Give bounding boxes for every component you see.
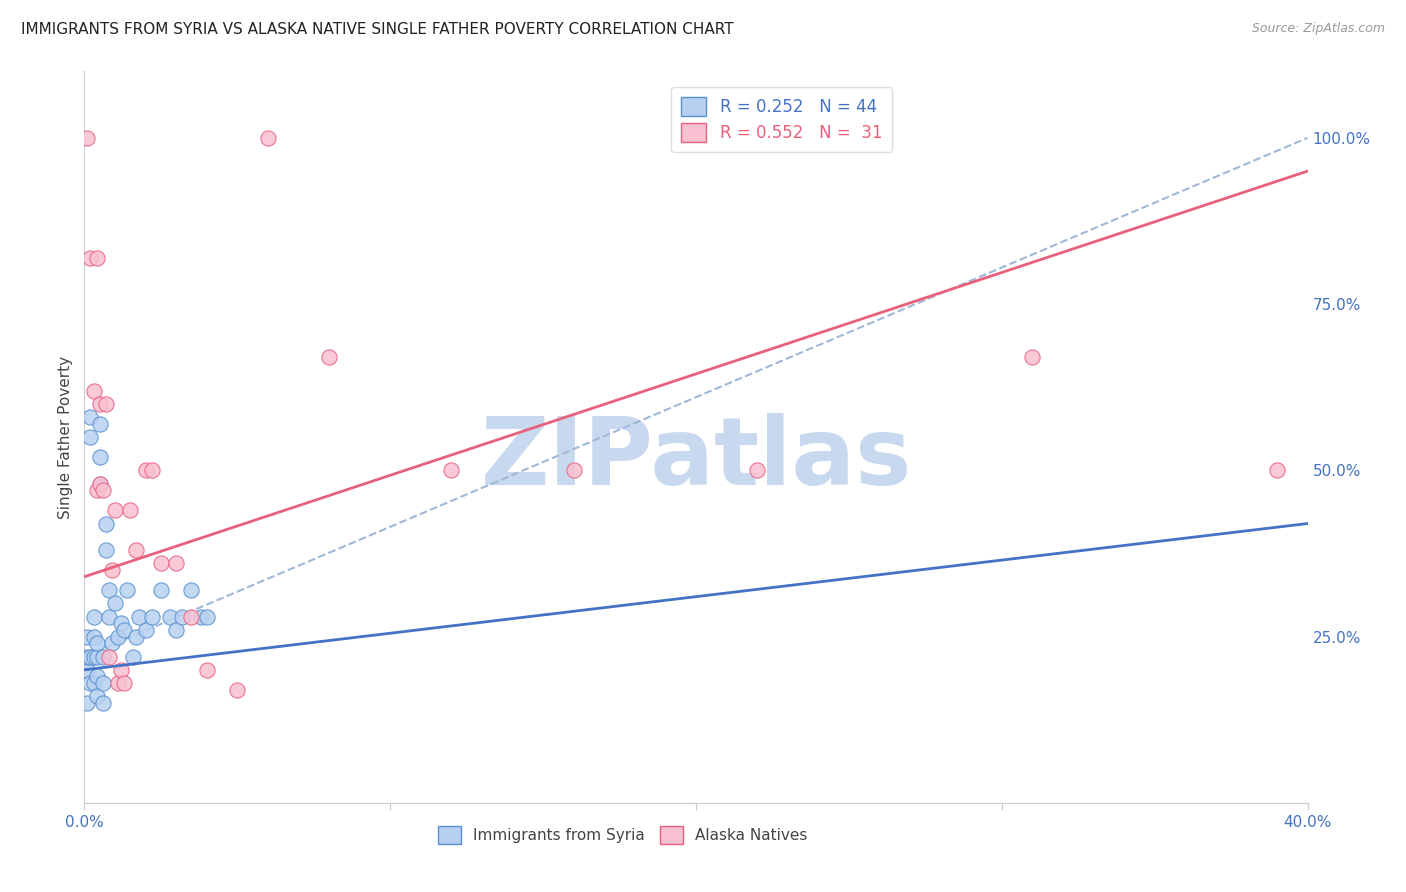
Point bbox=[120, 503, 142, 517]
Point bbox=[165, 623, 187, 637]
Point bbox=[86, 251, 108, 265]
Point bbox=[83, 384, 105, 398]
Point bbox=[101, 636, 124, 650]
Point bbox=[76, 649, 98, 664]
Point bbox=[91, 696, 114, 710]
Point bbox=[89, 397, 111, 411]
Point bbox=[94, 516, 117, 531]
Point bbox=[149, 557, 172, 571]
Point bbox=[79, 649, 101, 664]
Point bbox=[125, 543, 148, 558]
Point bbox=[89, 476, 111, 491]
Point bbox=[83, 649, 105, 664]
Point bbox=[112, 623, 135, 637]
Text: ZIPatlas: ZIPatlas bbox=[481, 413, 911, 505]
Point bbox=[107, 630, 129, 644]
Point bbox=[180, 609, 202, 624]
Point bbox=[165, 557, 187, 571]
Point bbox=[101, 563, 124, 577]
Point bbox=[562, 463, 585, 477]
Point bbox=[318, 351, 340, 365]
Point bbox=[79, 251, 101, 265]
Point bbox=[76, 131, 98, 145]
Point bbox=[89, 450, 111, 464]
Point bbox=[104, 596, 127, 610]
Point bbox=[76, 630, 98, 644]
Point bbox=[91, 483, 114, 498]
Point bbox=[91, 649, 114, 664]
Point bbox=[83, 630, 105, 644]
Point bbox=[122, 649, 145, 664]
Point bbox=[89, 476, 111, 491]
Point bbox=[104, 503, 127, 517]
Point bbox=[94, 397, 117, 411]
Point bbox=[83, 676, 105, 690]
Point bbox=[86, 636, 108, 650]
Point bbox=[91, 676, 114, 690]
Legend: Immigrants from Syria, Alaska Natives: Immigrants from Syria, Alaska Natives bbox=[432, 820, 814, 850]
Point bbox=[149, 582, 172, 597]
Point bbox=[190, 609, 212, 624]
Point bbox=[1265, 463, 1288, 477]
Point bbox=[141, 609, 163, 624]
Point bbox=[86, 483, 108, 498]
Point bbox=[86, 669, 108, 683]
Point bbox=[115, 582, 138, 597]
Point bbox=[76, 696, 98, 710]
Point bbox=[112, 676, 135, 690]
Point bbox=[79, 430, 101, 444]
Point bbox=[110, 663, 132, 677]
Y-axis label: Single Father Poverty: Single Father Poverty bbox=[58, 356, 73, 518]
Point bbox=[86, 690, 108, 704]
Point bbox=[128, 609, 150, 624]
Point bbox=[141, 463, 163, 477]
Point bbox=[97, 609, 120, 624]
Point bbox=[180, 582, 202, 597]
Point bbox=[79, 410, 101, 425]
Point bbox=[79, 676, 101, 690]
Point bbox=[747, 463, 769, 477]
Point bbox=[107, 676, 129, 690]
Point bbox=[125, 630, 148, 644]
Text: Source: ZipAtlas.com: Source: ZipAtlas.com bbox=[1251, 22, 1385, 36]
Point bbox=[135, 623, 157, 637]
Point bbox=[135, 463, 157, 477]
Point bbox=[110, 616, 132, 631]
Point bbox=[226, 682, 249, 697]
Point bbox=[97, 582, 120, 597]
Point bbox=[172, 609, 194, 624]
Point bbox=[94, 543, 117, 558]
Point bbox=[97, 649, 120, 664]
Point bbox=[1021, 351, 1043, 365]
Point bbox=[159, 609, 181, 624]
Point bbox=[89, 417, 111, 431]
Text: IMMIGRANTS FROM SYRIA VS ALASKA NATIVE SINGLE FATHER POVERTY CORRELATION CHART: IMMIGRANTS FROM SYRIA VS ALASKA NATIVE S… bbox=[21, 22, 734, 37]
Point bbox=[76, 663, 98, 677]
Point bbox=[257, 131, 280, 145]
Point bbox=[86, 649, 108, 664]
Point bbox=[195, 609, 218, 624]
Point bbox=[83, 609, 105, 624]
Point bbox=[195, 663, 218, 677]
Point bbox=[440, 463, 463, 477]
